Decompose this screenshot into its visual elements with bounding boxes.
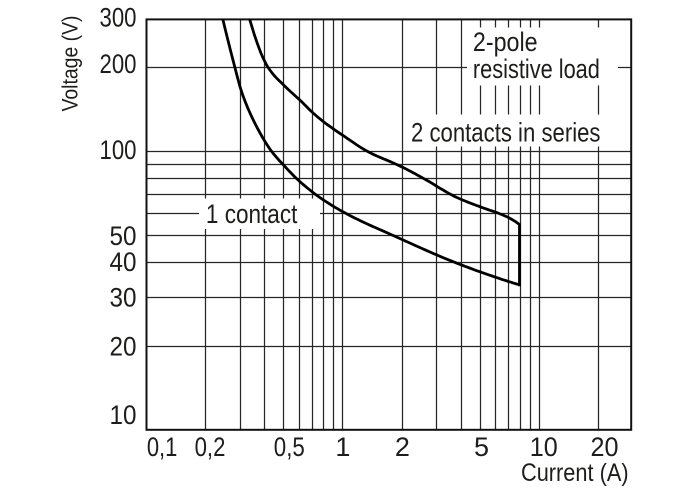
svg-text:200: 200	[100, 49, 137, 79]
svg-text:20: 20	[110, 332, 137, 362]
svg-text:40: 40	[110, 247, 137, 277]
svg-text:5: 5	[474, 432, 489, 462]
svg-text:0,2: 0,2	[195, 432, 226, 462]
svg-text:2-pole: 2-pole	[473, 27, 538, 57]
svg-text:50: 50	[110, 221, 137, 251]
svg-text:2 contacts in series: 2 contacts in series	[411, 118, 601, 148]
svg-text:0,5: 0,5	[274, 432, 305, 462]
svg-text:1: 1	[335, 432, 350, 462]
svg-text:1 contact: 1 contact	[206, 199, 298, 229]
svg-text:resistive load: resistive load	[473, 54, 600, 84]
svg-text:300: 300	[100, 3, 137, 33]
svg-text:10: 10	[110, 400, 137, 430]
svg-text:Voltage (V): Voltage (V)	[58, 16, 83, 112]
svg-text:2: 2	[395, 432, 410, 462]
svg-text:30: 30	[110, 283, 137, 313]
svg-text:20: 20	[591, 432, 619, 462]
svg-text:10: 10	[530, 432, 558, 462]
svg-text:0,1: 0,1	[147, 432, 178, 462]
svg-text:Current (A): Current (A)	[521, 459, 629, 487]
svg-text:100: 100	[100, 135, 137, 165]
